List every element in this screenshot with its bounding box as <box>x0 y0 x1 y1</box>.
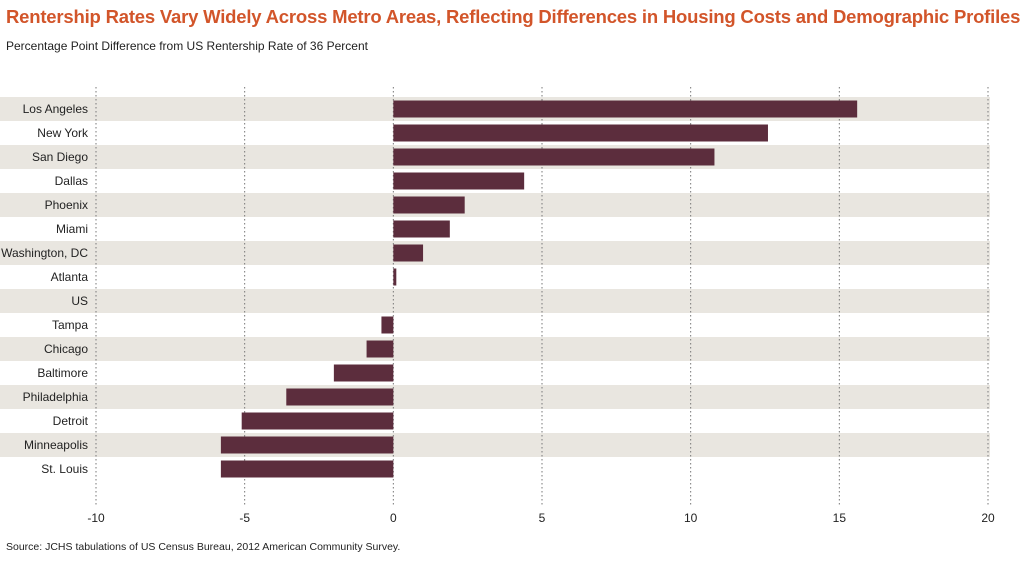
category-label: Chicago <box>44 342 88 356</box>
x-tick-label: 20 <box>981 511 995 525</box>
row-band <box>0 193 990 217</box>
category-label: Atlanta <box>51 270 89 284</box>
row-band <box>0 385 990 409</box>
x-tick-label: 5 <box>539 511 546 525</box>
category-label: Tampa <box>52 318 88 332</box>
category-label: Detroit <box>53 414 89 428</box>
bar <box>381 316 394 334</box>
category-label: St. Louis <box>41 462 88 476</box>
category-label: San Diego <box>32 150 88 164</box>
bar <box>393 100 858 118</box>
bar <box>393 124 768 142</box>
chart-title: Rentership Rates Vary Widely Across Metr… <box>6 6 1021 27</box>
bar <box>220 436 394 454</box>
category-label: Philadelphia <box>23 390 89 404</box>
bar <box>333 364 394 382</box>
bar <box>393 268 397 286</box>
bar <box>393 172 525 190</box>
category-label: Washington, DC <box>1 246 88 260</box>
row-band <box>0 337 990 361</box>
category-label: Minneapolis <box>24 438 88 452</box>
bar <box>393 220 450 238</box>
bar <box>366 340 394 358</box>
bar <box>393 244 424 262</box>
x-tick-label: -10 <box>87 511 105 525</box>
bar <box>241 412 394 430</box>
category-label: Dallas <box>55 174 88 188</box>
chart-subtitle: Percentage Point Difference from US Rent… <box>6 39 368 53</box>
category-label: Miami <box>56 222 88 236</box>
bar <box>393 148 715 166</box>
bar <box>393 196 465 214</box>
row-band <box>0 289 990 313</box>
category-label: Los Angeles <box>23 102 88 116</box>
category-label: US <box>71 294 88 308</box>
category-label: Baltimore <box>37 366 88 380</box>
x-tick-label: 15 <box>833 511 847 525</box>
row-band <box>0 241 990 265</box>
x-tick-label: 10 <box>684 511 698 525</box>
bar <box>220 460 394 478</box>
category-label: New York <box>37 126 89 140</box>
row-band <box>0 433 990 457</box>
x-tick-label: -5 <box>239 511 250 525</box>
bar <box>286 388 394 406</box>
category-label: Phoenix <box>45 198 88 212</box>
source-note: Source: JCHS tabulations of US Census Bu… <box>6 541 401 553</box>
x-tick-label: 0 <box>390 511 397 525</box>
